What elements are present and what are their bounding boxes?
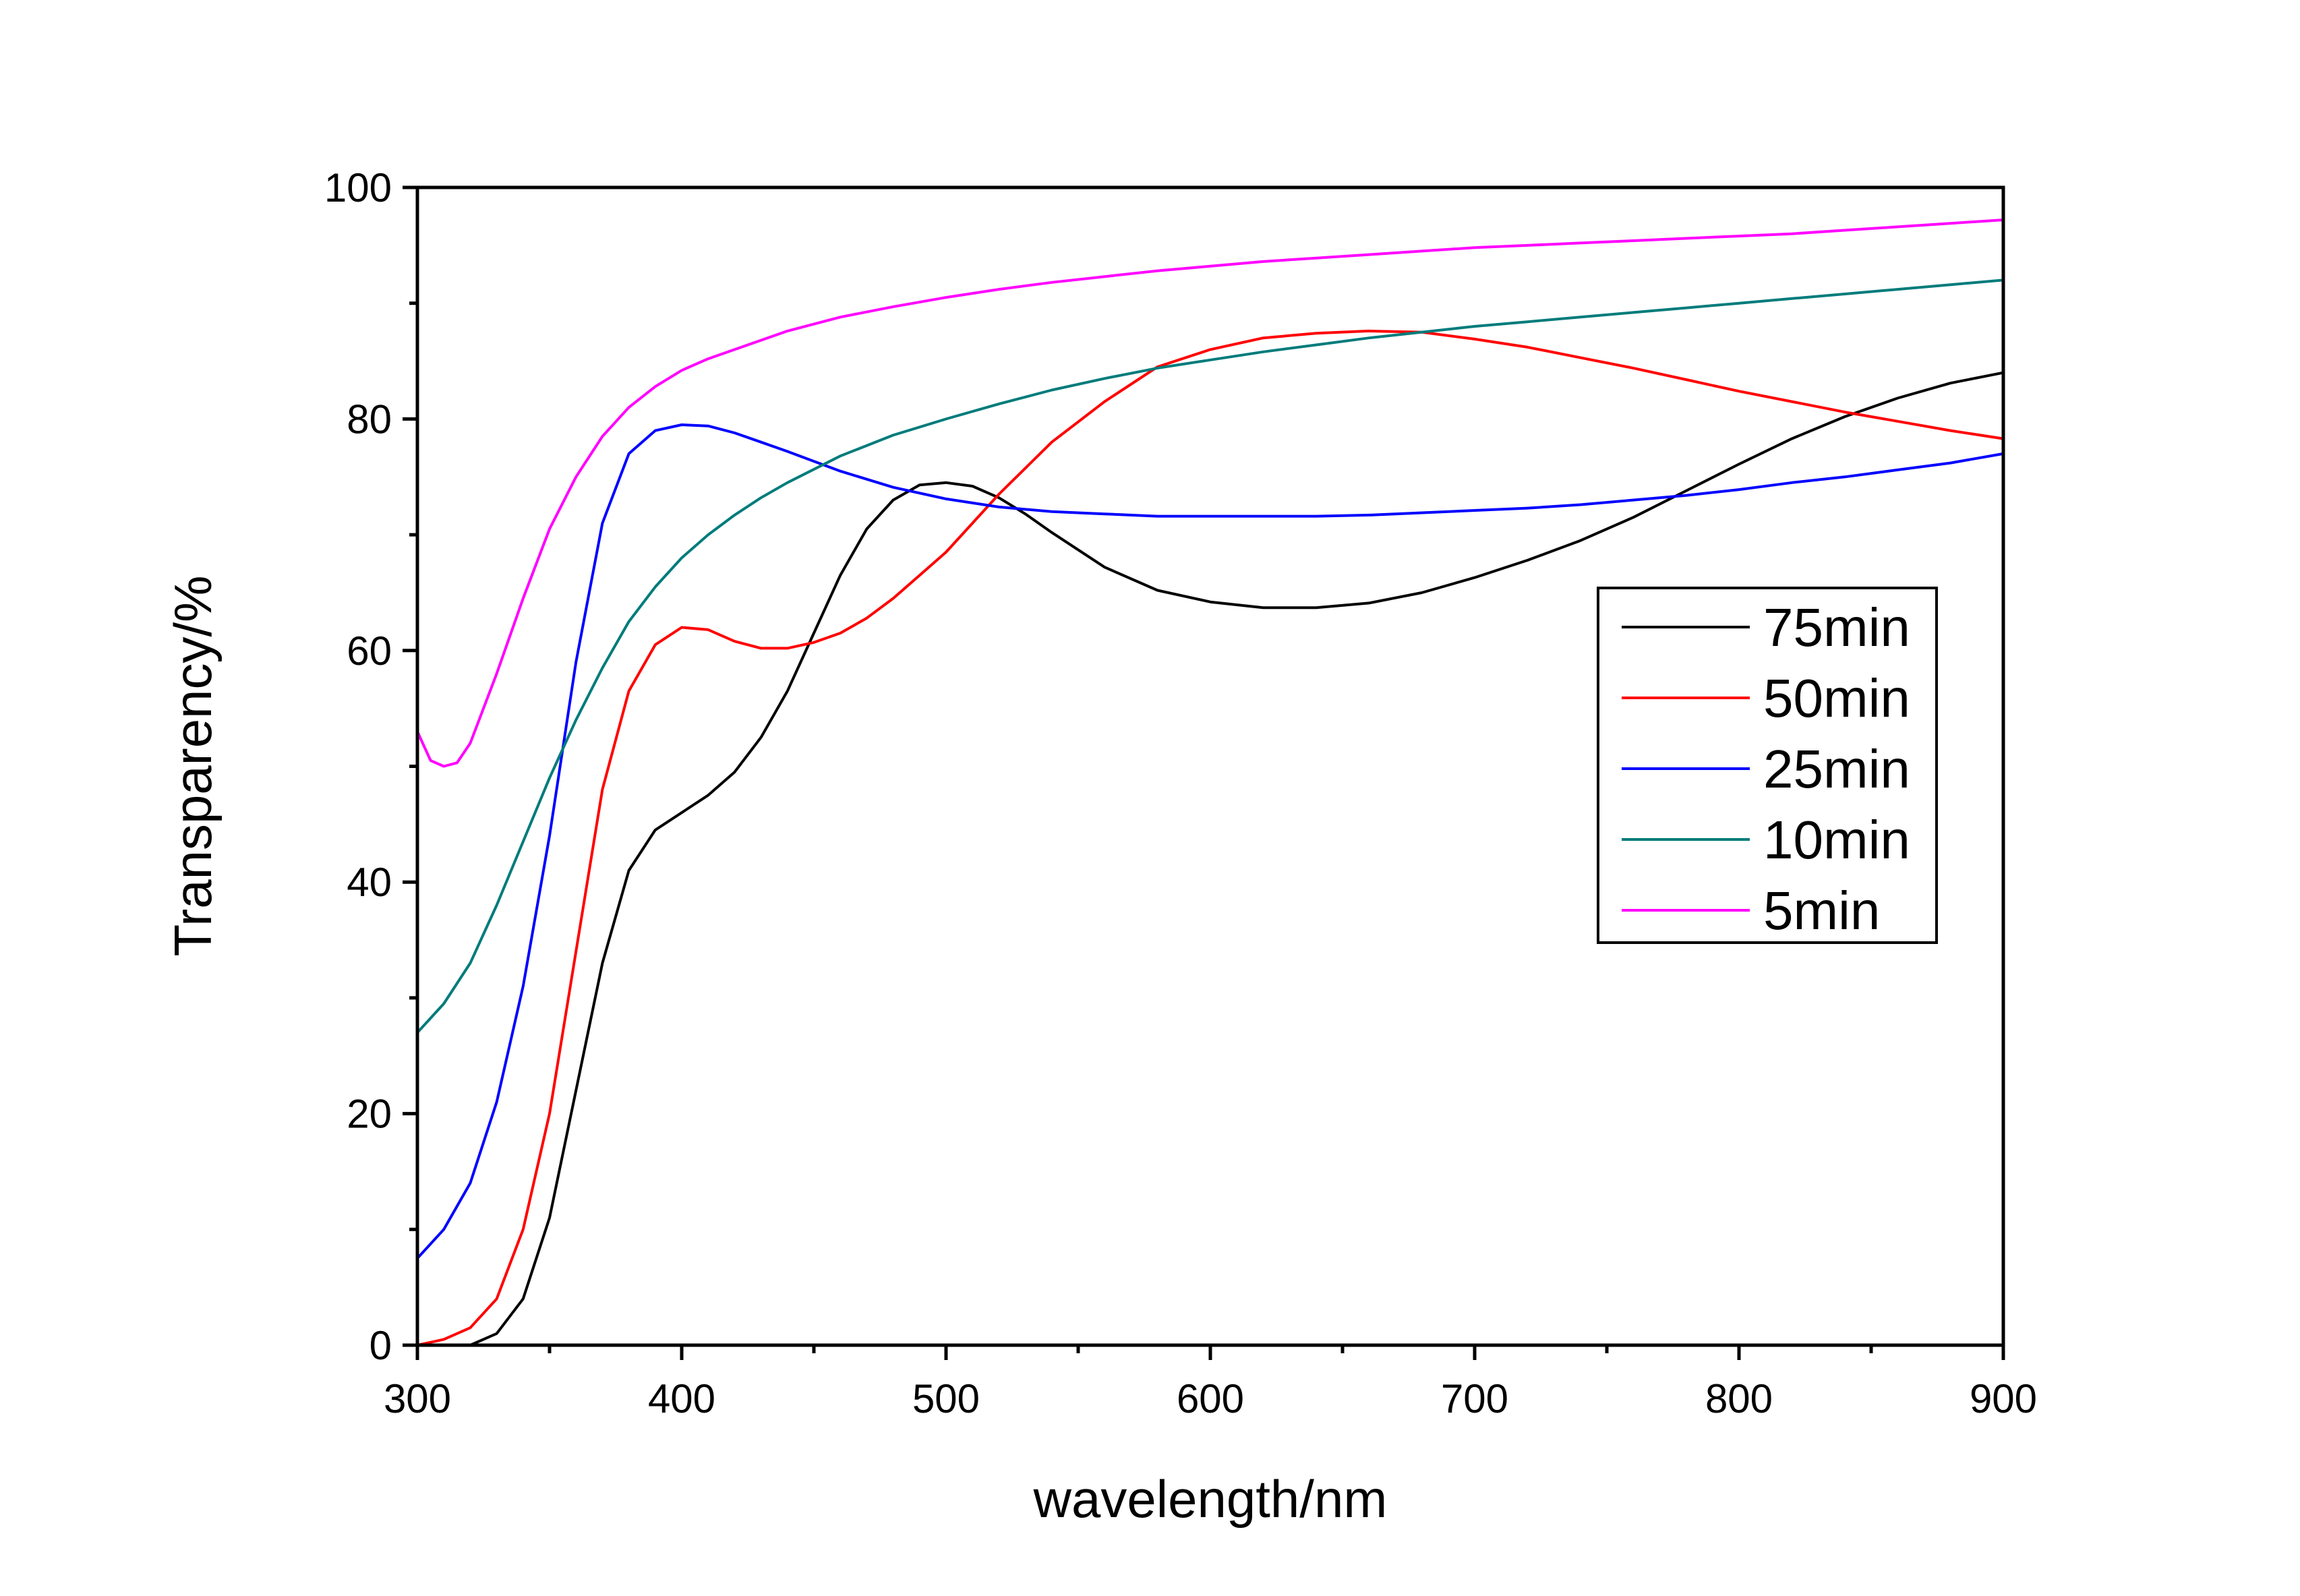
- series-line-5min: [416, 218, 2004, 768]
- legend-box: [1597, 587, 1938, 944]
- tick-layer: 300 400 500 600 700 800 900 0 20 40 60 80 100: [324, 165, 2037, 1421]
- x-axis-title: wavelength/nm: [1033, 1469, 1388, 1529]
- series-line-25min: [416, 423, 2004, 1260]
- y-tick-label: 0: [370, 1323, 392, 1368]
- legend: 75min 50min 25min 10min 5min: [1597, 587, 1938, 944]
- y-axis-title: Transparency/%: [163, 575, 223, 956]
- legend-label-5min: 5min: [1763, 881, 1880, 941]
- x-tick-label: 800: [1705, 1376, 1773, 1421]
- legend-label-50min: 50min: [1763, 668, 1910, 728]
- x-tick-label: 500: [912, 1376, 980, 1421]
- series-line-75min: [417, 371, 2004, 1347]
- y-tick-label: 100: [324, 165, 392, 210]
- legend-label-75min: 75min: [1763, 597, 1910, 657]
- x-tick-label: 600: [1177, 1376, 1244, 1421]
- legend-label-25min: 25min: [1763, 739, 1910, 799]
- series-layer: [416, 218, 2004, 1347]
- y-tick-label: 80: [347, 396, 392, 442]
- x-tick-label: 700: [1441, 1376, 1508, 1421]
- legend-label-10min: 10min: [1763, 810, 1910, 870]
- x-tick-label: 900: [1970, 1376, 2037, 1421]
- series-line-50min: [417, 329, 2004, 1347]
- series-line-10min: [416, 278, 2004, 1034]
- y-tick-label: 20: [347, 1092, 392, 1137]
- x-tick-label: 300: [384, 1376, 451, 1421]
- y-tick-label: 60: [347, 628, 392, 674]
- x-tick-label: 400: [648, 1376, 715, 1421]
- y-tick-label: 40: [347, 860, 392, 905]
